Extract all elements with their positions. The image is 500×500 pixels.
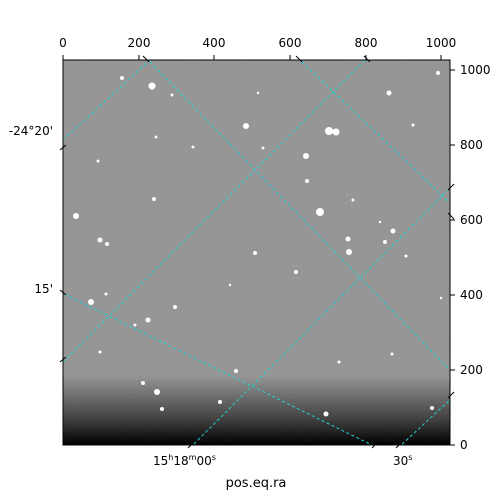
star: [120, 76, 124, 80]
star: [332, 128, 340, 136]
top-tick-label: 600: [279, 36, 302, 50]
grid-line: [63, 292, 374, 445]
star: [323, 411, 329, 417]
star: [303, 153, 309, 159]
star: [256, 91, 260, 95]
star: [383, 240, 387, 244]
star: [390, 352, 394, 356]
sky-image: [63, 60, 450, 445]
dec-tick-label: 15': [34, 282, 53, 296]
axis-tick: [142, 55, 150, 63]
star: [351, 198, 355, 202]
grid-line: [192, 187, 450, 445]
star: [145, 317, 151, 323]
star: [386, 90, 392, 96]
axis-tick: [447, 183, 455, 191]
right-tick-label: 200: [460, 363, 483, 377]
star: [191, 145, 195, 149]
star: [154, 389, 160, 395]
star: [173, 305, 177, 309]
star: [436, 71, 440, 75]
ra-tick-label: 30s: [393, 453, 412, 468]
star: [404, 254, 408, 258]
axis-tick: [371, 441, 379, 449]
star: [152, 197, 156, 201]
left-axis: -24°20' 15': [9, 124, 53, 296]
axis-tick: [395, 441, 403, 449]
x-axis-label: pos.eq.ra: [226, 476, 287, 491]
star: [98, 350, 102, 354]
star: [234, 369, 238, 373]
star: [154, 135, 158, 139]
star: [228, 283, 232, 287]
star: [337, 360, 341, 364]
star: [104, 292, 108, 296]
top-tick-label: 200: [128, 36, 151, 50]
grid-line: [299, 60, 450, 204]
top-tick-label: 400: [203, 36, 226, 50]
axis-tick: [59, 144, 67, 151]
top-tick-label: 1000: [426, 36, 457, 50]
axis-tick: [59, 356, 67, 363]
star: [96, 159, 100, 163]
star: [133, 323, 137, 327]
stars: [73, 71, 443, 417]
grid-line: [400, 399, 450, 445]
star: [218, 400, 222, 404]
star: [148, 82, 156, 90]
star: [141, 381, 145, 385]
top-axis: 0 200 400 600 800 1000: [59, 36, 456, 50]
right-tick-label: 800: [460, 138, 483, 152]
dec-tick-label: -24°20': [9, 124, 53, 138]
star: [261, 146, 265, 150]
grid-line: [63, 60, 151, 141]
grid-line: [147, 60, 450, 371]
star: [305, 179, 309, 183]
right-tick-label: 600: [460, 213, 483, 227]
plot-frame: [62, 59, 451, 446]
grid-line: [63, 60, 366, 363]
star: [160, 407, 164, 411]
star: [97, 237, 103, 243]
star: [390, 228, 396, 234]
star: [378, 220, 382, 224]
axis-tick: [363, 55, 371, 63]
star: [325, 127, 333, 135]
star: [294, 270, 298, 274]
right-axis: 0 200 400 600 800 1000: [460, 63, 491, 452]
ra-tick-label: 15h18m00s: [153, 453, 216, 468]
axis-tick: [447, 391, 455, 399]
star: [253, 251, 257, 255]
star: [346, 249, 352, 255]
axis-tick: [59, 289, 67, 296]
star: [105, 242, 109, 246]
right-tick-label: 400: [460, 288, 483, 302]
star: [411, 123, 415, 127]
star: [430, 406, 434, 410]
axis-tick: [295, 55, 303, 63]
star: [88, 299, 94, 305]
top-tick-label: 0: [59, 36, 67, 50]
star: [73, 213, 79, 219]
right-tick-label: 1000: [460, 63, 491, 77]
axis-tick: [187, 441, 195, 449]
star: [316, 208, 324, 216]
right-tick-label: 0: [460, 438, 468, 452]
bottom-axis: 15h18m00s 30s: [153, 453, 412, 468]
coordinate-grid: [63, 60, 450, 445]
top-tick-label: 800: [355, 36, 378, 50]
star: [345, 236, 351, 242]
star: [439, 296, 443, 300]
axis-ticks: [59, 55, 455, 449]
axis-tick: [447, 212, 455, 220]
star: [170, 93, 174, 97]
star: [243, 123, 249, 129]
